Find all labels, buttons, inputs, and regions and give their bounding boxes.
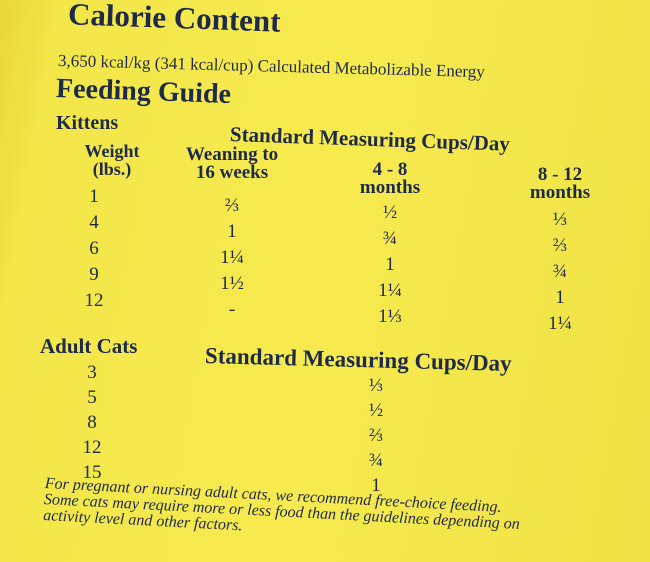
table-cell: 3 xyxy=(87,362,97,383)
table-cell: 1 xyxy=(371,475,381,496)
table-cell: ½ xyxy=(382,202,398,223)
table-cell: ⅓ xyxy=(368,375,384,396)
section-title: Feeding Guide xyxy=(55,72,232,111)
column-header: Weaning to xyxy=(185,144,279,165)
table-cell: 8 xyxy=(87,412,97,433)
column-header: months xyxy=(359,177,421,198)
table-cell: 1¼ xyxy=(378,280,402,301)
column-header: (lbs.) xyxy=(92,159,132,179)
adults-label: Adult Cats xyxy=(40,334,138,358)
table-cell: ½ xyxy=(368,400,384,421)
table-cell: 1¼ xyxy=(548,313,572,334)
column-header: months xyxy=(529,182,591,203)
table-cell: 1 xyxy=(227,221,237,242)
table-cell: 12 xyxy=(84,290,104,311)
column-header: Weight xyxy=(84,141,140,161)
table-cell: 1½ xyxy=(220,273,244,294)
title: Calorie Content xyxy=(67,0,282,39)
table-cell: 1 xyxy=(89,186,99,207)
table-cell: 12 xyxy=(82,437,102,458)
table-cell: - xyxy=(228,299,236,320)
table-cell: 5 xyxy=(87,387,97,408)
table-cell: 1 xyxy=(385,254,395,275)
adults-caption: Standard Measuring Cups/Day xyxy=(204,343,512,377)
column-header: 8 - 12 xyxy=(537,164,583,185)
table-cell: ⅔ xyxy=(368,425,384,446)
column-header: 4 - 8 xyxy=(372,159,408,180)
table-cell: ⅔ xyxy=(552,235,568,256)
table-cell: 1 xyxy=(555,287,565,308)
table-cell: ⅔ xyxy=(224,195,240,216)
table-cell: ¾ xyxy=(368,450,384,471)
kittens-label: Kittens xyxy=(56,112,119,134)
table-cell: ¾ xyxy=(552,261,568,282)
table-cell: 1¼ xyxy=(220,247,244,268)
table-cell: 9 xyxy=(89,264,99,285)
column-header: 16 weeks xyxy=(195,162,269,183)
table-cell: 4 xyxy=(89,212,99,233)
notes: For pregnant or nursing adult cats, we r… xyxy=(43,475,521,549)
table-cell: ¾ xyxy=(382,228,398,249)
table-cell: 1⅓ xyxy=(378,306,402,327)
table-cell: 6 xyxy=(89,238,99,259)
table-cell: 15 xyxy=(82,462,102,483)
table-cell: ⅓ xyxy=(552,209,568,230)
